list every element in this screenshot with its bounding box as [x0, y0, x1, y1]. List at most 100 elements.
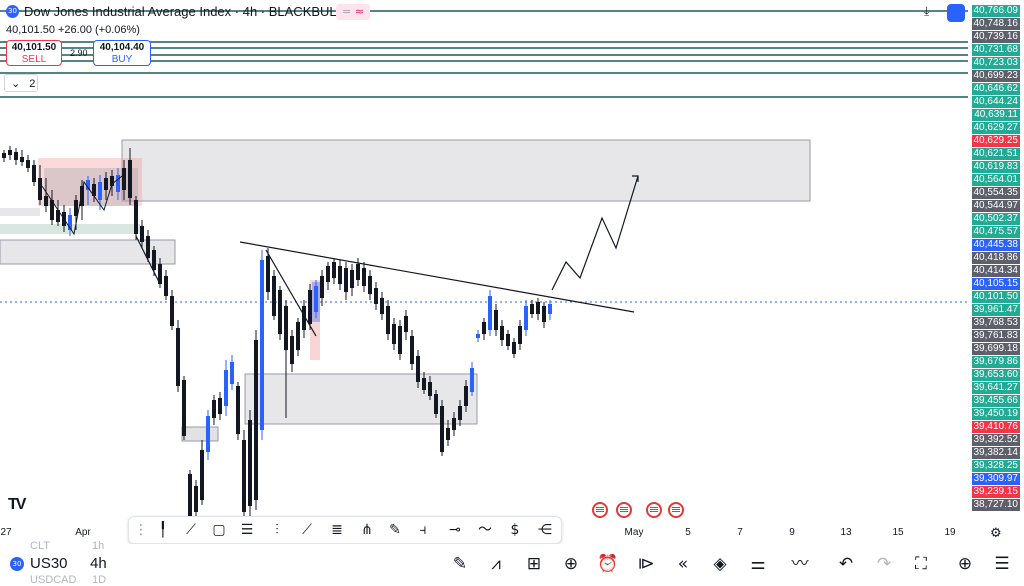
add-alert-icon[interactable]: ⊕	[957, 554, 973, 574]
price-chart[interactable]	[0, 0, 968, 524]
candle-body	[56, 210, 60, 222]
candle-body	[260, 260, 264, 430]
grid-icon[interactable]: ⊞	[526, 554, 542, 574]
equal-chip[interactable]: =	[342, 5, 352, 18]
buy-button[interactable]: 40,104.40 BUY	[93, 40, 151, 66]
gear-icon[interactable]: ⚙	[990, 526, 1002, 541]
price-range-icon[interactable]: $	[510, 522, 520, 538]
candle-body	[446, 428, 450, 440]
layout-square-icon[interactable]	[947, 4, 965, 22]
candle-body	[524, 306, 528, 330]
alarm-clock-icon[interactable]: ⏰	[597, 554, 619, 574]
candle-body	[290, 336, 294, 364]
spread-value: 2.90	[70, 48, 88, 58]
time-label: 27	[0, 527, 12, 538]
drag-handle-icon[interactable]: ⋮	[134, 522, 148, 538]
indicator-chips[interactable]: = ≈	[336, 4, 370, 20]
settings-sliders-icon[interactable]: ⚌	[750, 554, 766, 574]
candle-body	[14, 152, 18, 160]
ray-icon[interactable]: ⟋	[302, 522, 312, 538]
us-economic-event-icon[interactable]	[616, 502, 632, 518]
candle-body	[488, 296, 492, 330]
more-tools-icon[interactable]: ⋲	[538, 522, 552, 538]
price-label: 40,646.62	[972, 83, 1020, 95]
download-icon[interactable]: ⤓	[924, 4, 930, 18]
replay-icon[interactable]: ⧐	[637, 554, 655, 574]
candle-body	[2, 153, 6, 158]
price-label: 40,554.35	[972, 187, 1020, 199]
candle-body	[26, 160, 30, 168]
candle-body	[470, 368, 474, 392]
candle-body	[500, 326, 504, 340]
trend-wave-icon[interactable]: 〰	[791, 554, 809, 574]
price-label: 40,101.50	[972, 291, 1020, 303]
candle-body	[68, 215, 72, 230]
price-label: 39,455.66	[972, 395, 1020, 407]
cursor-line-icon[interactable]: ╿	[158, 522, 168, 538]
price-label: 40,731.68	[972, 44, 1020, 56]
fib-icon[interactable]: ☰	[240, 522, 254, 538]
long-position-icon[interactable]: ⫞	[419, 522, 427, 538]
buy-label: BUY	[111, 54, 133, 65]
price-label: 40,644.24	[972, 96, 1020, 108]
candle-body	[146, 236, 150, 258]
horizontal-lines-icon[interactable]: ≣	[331, 522, 343, 538]
price-label: 40,502.37	[972, 213, 1020, 225]
time-label: 7	[737, 527, 743, 538]
layers-icon[interactable]: ◈	[713, 554, 727, 574]
candle-body	[218, 398, 222, 414]
rewind-icon[interactable]: «	[677, 554, 689, 574]
candle-body	[212, 400, 216, 418]
zone	[0, 239, 176, 265]
pencil-icon[interactable]: ✎	[452, 554, 468, 574]
candle-body	[506, 334, 510, 346]
candle-body	[368, 276, 372, 294]
price-label: 40,699.23	[972, 70, 1020, 82]
parallel-channel-icon[interactable]: ⫶	[275, 522, 279, 538]
ohlc-readout: 40,101.50 +26.00 (+0.06%)	[6, 24, 140, 36]
sell-button[interactable]: 40,101.50 SELL	[6, 40, 62, 66]
brush-icon[interactable]: ✎	[389, 522, 401, 538]
candle-body	[398, 326, 402, 354]
indicator-toggle-button[interactable]: ⌄ 2	[4, 74, 38, 92]
candle-body	[278, 290, 282, 334]
menu-icon[interactable]: ☰	[994, 554, 1010, 574]
us-economic-event-icon[interactable]	[592, 502, 608, 518]
time-axis[interactable]: 27 Apr May 5 7 9 13 15 19	[0, 524, 968, 542]
undo-icon[interactable]: ↶	[838, 554, 854, 574]
timeframe-ghost: 1h	[92, 540, 105, 552]
candle-body	[350, 270, 354, 288]
price-label: 40,766.09	[972, 5, 1020, 17]
indicators-icon[interactable]: ⩘	[491, 554, 501, 574]
rectangle-icon[interactable]: ▢	[212, 522, 226, 538]
candle-body	[32, 165, 36, 182]
fullscreen-icon[interactable]: ⛶	[915, 554, 927, 574]
price-label: 39,761.83	[972, 330, 1020, 342]
candle-body	[92, 184, 96, 196]
horizontal-line-icon[interactable]: ⊸	[449, 522, 461, 538]
timeframe-picker[interactable]: 4h	[90, 555, 107, 572]
pitchfork-icon[interactable]: ⋔	[361, 522, 373, 538]
tradingview-logo[interactable]: TV	[8, 496, 27, 513]
price-label: 39,392.52	[972, 434, 1020, 446]
candle-body	[452, 418, 456, 430]
candle-body	[380, 298, 384, 314]
candle-body	[200, 450, 204, 500]
approx-chip[interactable]: ≈	[354, 5, 364, 18]
candle-body	[122, 168, 126, 190]
plus-circle-icon[interactable]: ⊕	[563, 554, 579, 574]
price-label: 39,699.18	[972, 343, 1020, 355]
trend-line-icon[interactable]: ⟋	[186, 522, 196, 538]
candle-body	[320, 276, 324, 298]
path-icon[interactable]: 〜	[478, 522, 492, 538]
us-economic-event-icon[interactable]	[668, 502, 684, 518]
candle-body	[332, 262, 336, 278]
us-economic-event-icon[interactable]	[646, 502, 662, 518]
price-label: 40,475.57	[972, 226, 1020, 238]
symbol-picker[interactable]: US30	[30, 555, 68, 572]
candle-body	[362, 268, 366, 286]
chart-title[interactable]: Dow Jones Industrial Average Index · 4h …	[24, 4, 344, 19]
candle-body	[128, 160, 132, 198]
zone	[181, 426, 219, 442]
redo-icon[interactable]: ↷	[876, 554, 892, 574]
